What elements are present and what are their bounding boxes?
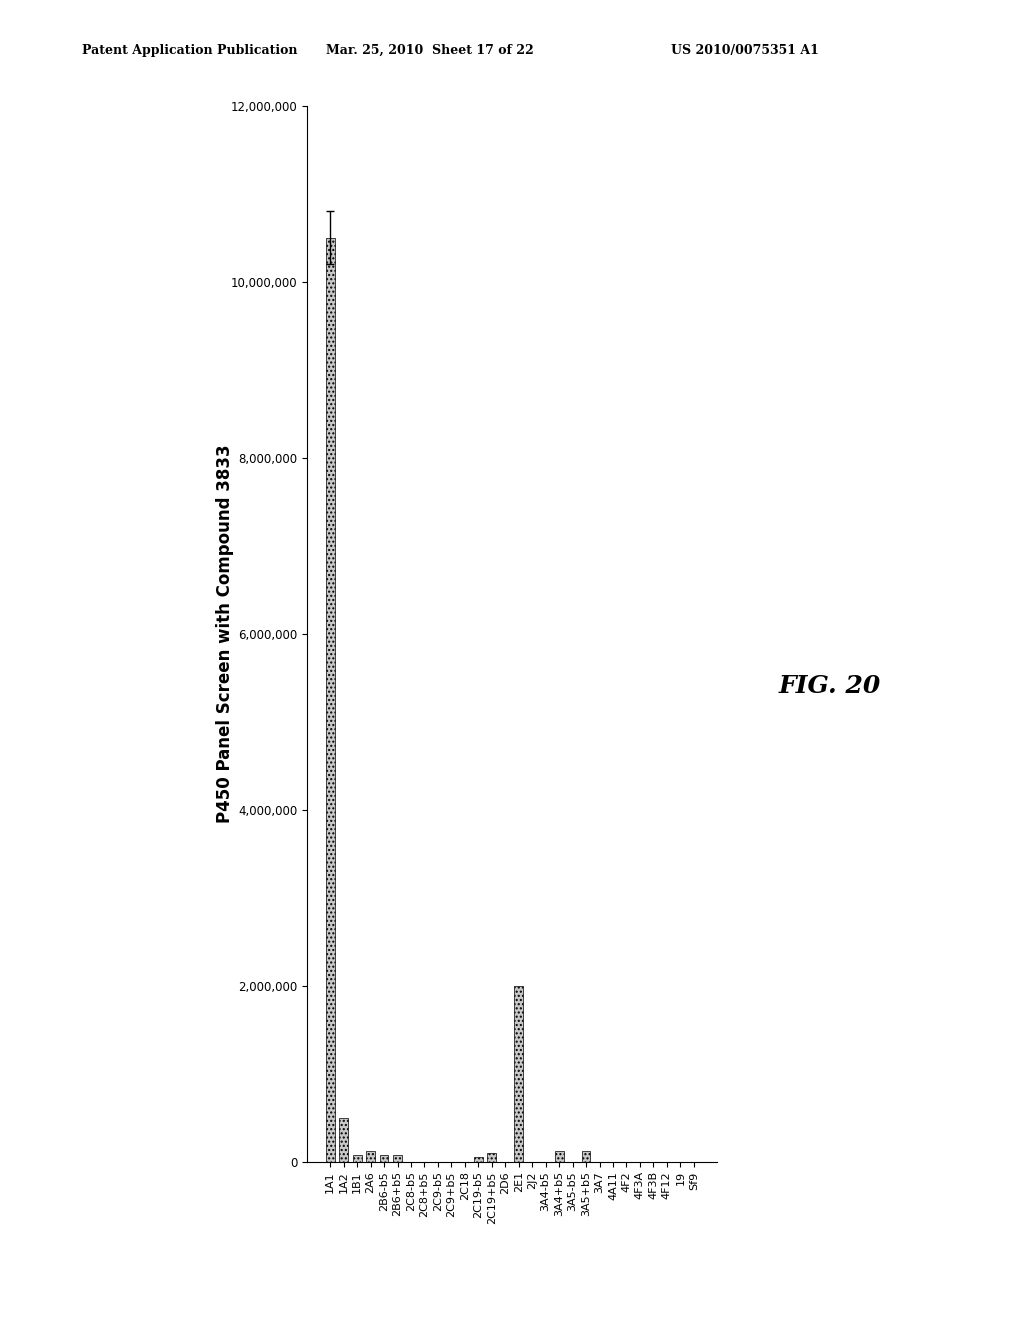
- Bar: [555, 1151, 563, 1162]
- Text: Mar. 25, 2010  Sheet 17 of 22: Mar. 25, 2010 Sheet 17 of 22: [327, 44, 534, 57]
- Bar: [380, 1155, 388, 1162]
- Bar: [367, 1151, 375, 1162]
- Bar: [474, 1158, 482, 1162]
- Text: FIG. 20: FIG. 20: [778, 675, 881, 698]
- Text: P450 Panel Screen with Compound 3833: P450 Panel Screen with Compound 3833: [216, 445, 234, 822]
- Text: Patent Application Publication: Patent Application Publication: [82, 44, 297, 57]
- Text: US 2010/0075351 A1: US 2010/0075351 A1: [672, 44, 819, 57]
- Bar: [582, 1151, 591, 1162]
- Bar: [339, 1118, 348, 1162]
- Bar: [487, 1152, 497, 1162]
- Bar: [326, 238, 335, 1162]
- Bar: [514, 986, 523, 1162]
- Bar: [352, 1155, 361, 1162]
- Bar: [393, 1155, 401, 1162]
